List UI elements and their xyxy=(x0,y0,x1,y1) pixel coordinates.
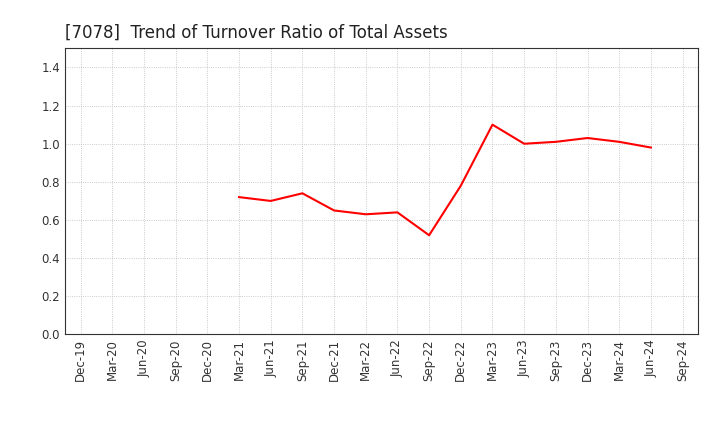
Text: [7078]  Trend of Turnover Ratio of Total Assets: [7078] Trend of Turnover Ratio of Total … xyxy=(65,23,448,41)
